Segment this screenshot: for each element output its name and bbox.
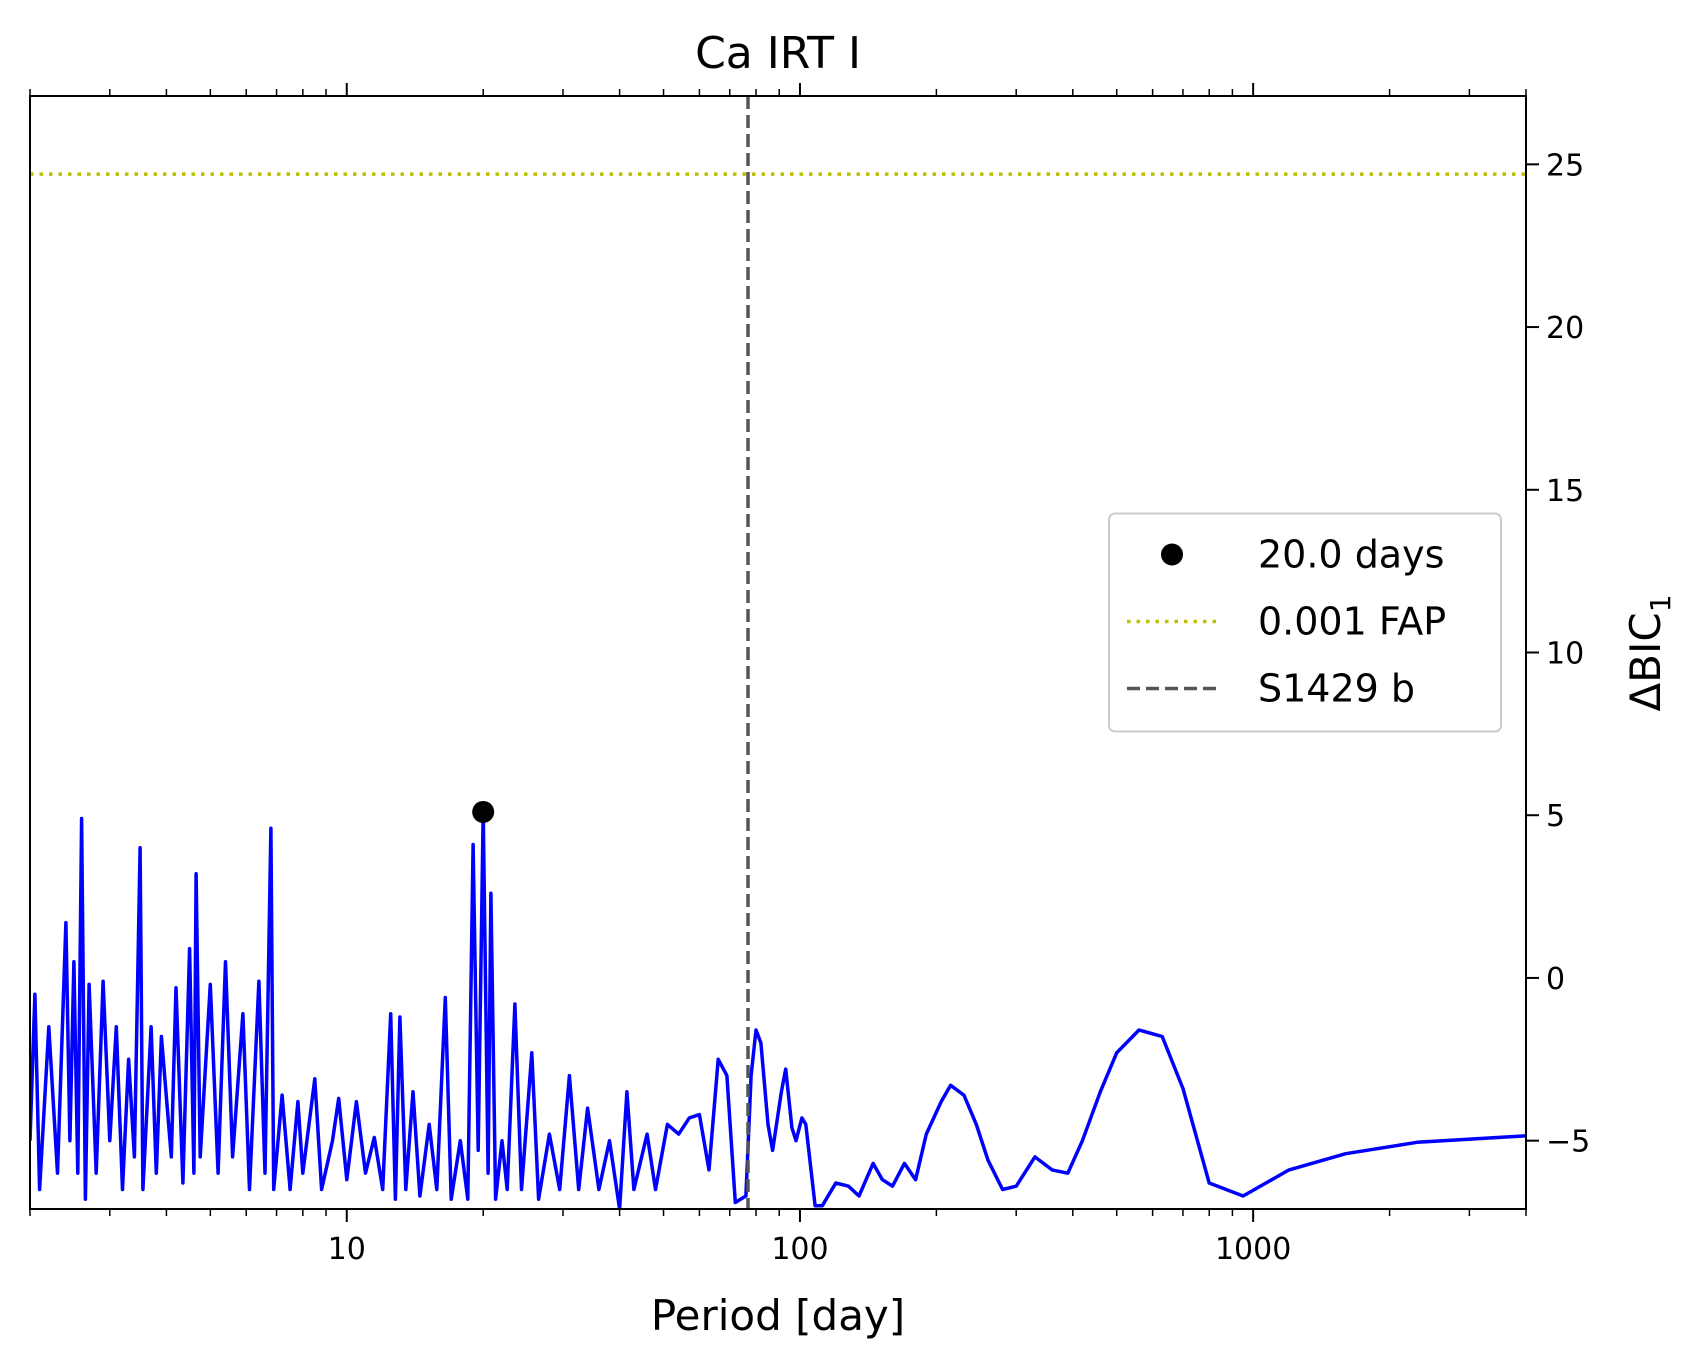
legend: 20.0 days 0.001 FAP S1429 b (1108, 512, 1502, 733)
y-tick-label: 10 (1546, 637, 1584, 672)
x-tick-label: 100 (771, 1232, 828, 1267)
clipped-area (30, 96, 1526, 1209)
y-tick-label: 5 (1546, 799, 1565, 834)
y-tick-label: 15 (1546, 474, 1584, 509)
y-tick-label: −5 (1546, 1125, 1590, 1160)
y-axis-label: ΔBIC1 (1621, 594, 1677, 711)
chart-title: Ca IRT I (695, 28, 861, 79)
y-tick-label: 0 (1546, 962, 1565, 997)
x-axis-label: Period [day] (651, 1291, 905, 1340)
y-tick-label: 20 (1546, 311, 1584, 346)
legend-label: 0.001 FAP (1258, 600, 1446, 644)
peak-marker (472, 800, 495, 823)
x-tick-label: 10 (328, 1232, 366, 1267)
legend-label: 20.0 days (1258, 533, 1444, 577)
periodogram-line (30, 810, 1526, 1209)
y-tick-label: 25 (1546, 148, 1584, 183)
legend-box (1108, 512, 1502, 733)
x-tick-label: 1000 (1215, 1232, 1291, 1267)
legend-label: S1429 b (1258, 667, 1415, 711)
legend-marker (1161, 543, 1183, 566)
